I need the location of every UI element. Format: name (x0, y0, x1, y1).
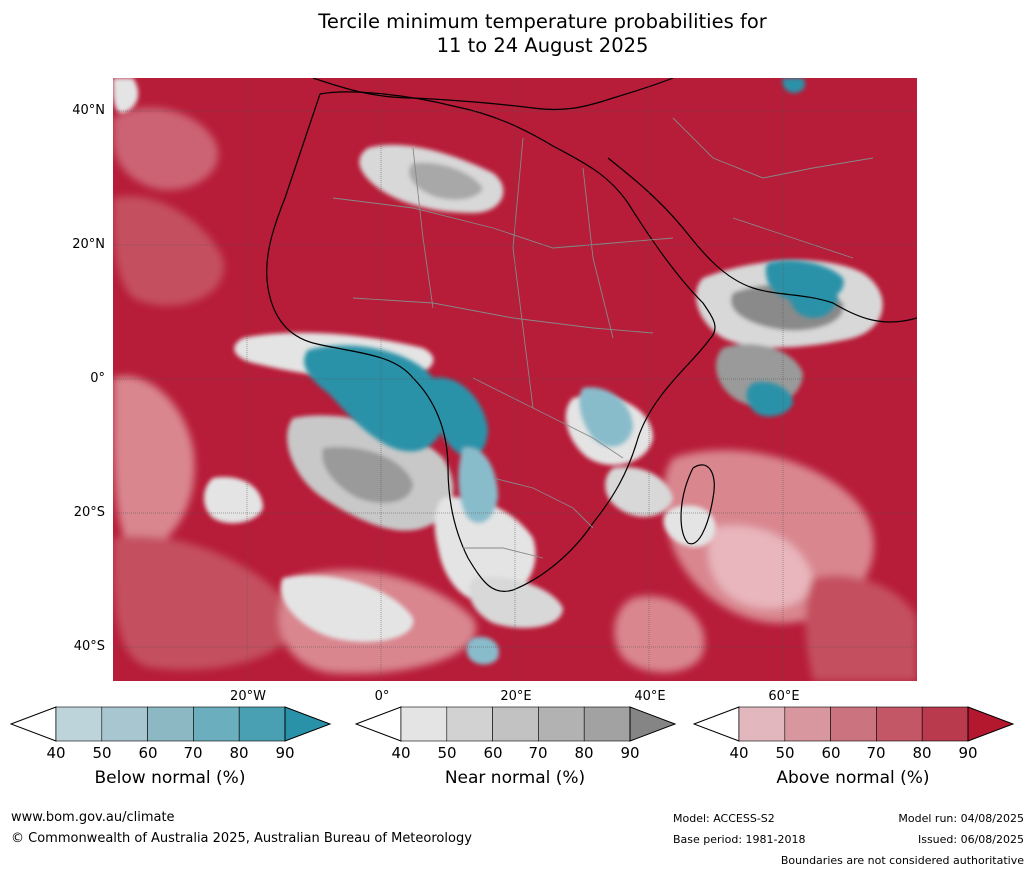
colorbar-above-normal-graphic (693, 706, 1015, 742)
disclaimer-text: Boundaries are not considered authoritat… (780, 854, 1024, 867)
colorbar-below-normal (10, 706, 332, 742)
above-tick-50: 50 (775, 744, 795, 762)
copyright-text: © Commonwealth of Australia 2025, Austra… (11, 831, 472, 846)
above-tick-70: 70 (866, 744, 886, 762)
colorbar-segment (55, 706, 103, 742)
colorbar-above-normal (693, 706, 1015, 742)
above-normal-label: Above normal (%) (776, 768, 930, 788)
colorbar-segment (238, 706, 286, 742)
below-tick-40: 40 (46, 744, 66, 762)
lat-label-20n: 20°N (72, 237, 105, 252)
colorbar-segment (538, 706, 585, 742)
lon-label-40e: 40°E (634, 689, 666, 704)
colorbar-extend-low (355, 706, 402, 742)
base-period-text: Base period: 1981-2018 (673, 833, 806, 846)
title-line-2: 11 to 24 August 2025 (436, 34, 649, 57)
map-canvas (113, 78, 917, 681)
colorbar-extend-high (967, 706, 1015, 742)
above-tick-60: 60 (821, 744, 841, 762)
above-tick-40: 40 (729, 744, 749, 762)
issued-text: Issued: 06/08/2025 (917, 833, 1024, 846)
near-normal-label: Near normal (%) (444, 768, 586, 788)
lat-label-40s: 40°S (73, 639, 105, 654)
graticule (113, 78, 917, 681)
below-tick-70: 70 (183, 744, 203, 762)
colorbar-segment (583, 706, 631, 742)
below-normal-label: Below normal (%) (94, 768, 246, 788)
near-tick-50: 50 (437, 744, 457, 762)
model-run-text: Model run: 04/08/2025 (898, 812, 1024, 825)
lat-label-40n: 40°N (72, 103, 105, 118)
near-tick-60: 60 (483, 744, 503, 762)
lat-label-0: 0° (90, 371, 105, 386)
lon-label-20w: 20°W (230, 689, 266, 704)
near-tick-90: 90 (620, 744, 640, 762)
colorbar-near-normal (355, 706, 677, 742)
country-boundaries (332, 117, 874, 559)
below-normal-areas (304, 78, 844, 665)
title-line-1: Tercile minimum temperature probabilitie… (318, 10, 767, 33)
colorbar-segment (876, 706, 923, 742)
colorbar-below-normal-graphic (10, 706, 332, 742)
colorbar-segment (492, 706, 539, 742)
near-tick-70: 70 (528, 744, 548, 762)
lon-label-0: 0° (374, 689, 390, 704)
above-tick-80: 80 (912, 744, 932, 762)
colorbar-near-normal-graphic (355, 706, 677, 742)
near-tick-80: 80 (574, 744, 594, 762)
colorbar-segment (147, 706, 194, 742)
website-link[interactable]: www.bom.gov.au/climate (11, 810, 175, 825)
lon-label-60e: 60°E (768, 689, 800, 704)
colorbar-segment (738, 706, 786, 742)
below-tick-60: 60 (138, 744, 158, 762)
lat-label-20s: 20°S (73, 505, 105, 520)
map-title: Tercile minimum temperature probabilitie… (0, 10, 1035, 58)
below-tick-90: 90 (275, 744, 295, 762)
colorbar-segment (830, 706, 877, 742)
above-tick-90: 90 (958, 744, 978, 762)
lon-label-20e: 20°E (500, 689, 532, 704)
colorbar-extend-high (284, 706, 332, 742)
colorbar-extend-low (693, 706, 740, 742)
colorbar-segment (784, 706, 831, 742)
colorbar-segment (193, 706, 240, 742)
below-tick-50: 50 (92, 744, 112, 762)
near-tick-40: 40 (391, 744, 411, 762)
colorbar-segment (400, 706, 448, 742)
colorbar-extend-low (10, 706, 57, 742)
probability-map (113, 78, 917, 681)
colorbar-extend-high (629, 706, 677, 742)
coastlines (266, 78, 917, 592)
colorbar-segment (101, 706, 148, 742)
colorbar-segment (921, 706, 969, 742)
colorbar-segment (446, 706, 493, 742)
below-tick-80: 80 (229, 744, 249, 762)
model-text: Model: ACCESS-S2 (673, 812, 775, 825)
